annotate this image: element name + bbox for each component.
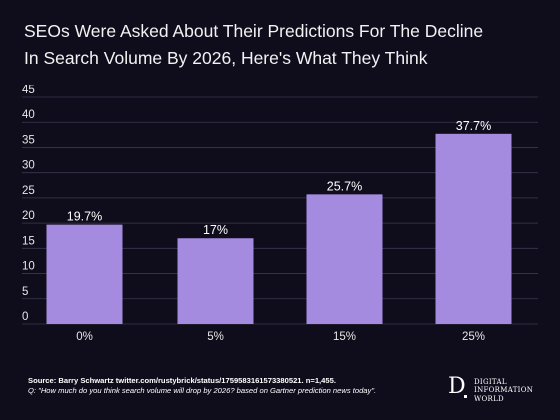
logo-wordmark: DIGITAL INFORMATION WORLD: [474, 378, 533, 403]
logo-word-2: INFORMATION: [474, 386, 534, 395]
bar: [177, 238, 254, 324]
source-note: Source: Barry Schwartz twitter.com/rusty…: [28, 376, 428, 396]
y-tick-label: 40: [22, 109, 35, 121]
chart-title: SEOs Were Asked About Their Predictions …: [24, 18, 544, 72]
question-text: Q: "How much do you think search volume …: [28, 386, 377, 395]
data-label: 19.7%: [67, 210, 102, 224]
data-label: 37.7%: [456, 119, 491, 133]
y-tick-label: 20: [22, 210, 35, 222]
y-tick-label: 15: [22, 235, 35, 247]
logo-mark: D: [448, 374, 466, 399]
data-label: 25.7%: [327, 179, 362, 193]
x-tick-label: 25%: [462, 331, 485, 343]
chart-title-line-2: In Search Volume By 2026, Here's What Th…: [24, 48, 428, 68]
y-tick-label: 5: [22, 286, 28, 298]
y-tick-label: 25: [22, 185, 35, 197]
data-label: 17%: [203, 223, 228, 237]
logo-word-3: WORLD: [474, 394, 504, 403]
x-tick-label: 5%: [207, 331, 224, 343]
y-tick-label: 30: [22, 160, 35, 172]
x-tick-label: 15%: [333, 331, 356, 343]
logo-word-1: DIGITAL: [474, 378, 507, 386]
source-text: Source: Barry Schwartz twitter.com/rusty…: [28, 376, 336, 385]
digital-information-world-logo: D DIGITAL INFORMATION WORLD: [448, 374, 558, 406]
bar: [46, 224, 123, 324]
y-tick-label: 35: [22, 134, 35, 146]
bar: [306, 194, 383, 324]
y-tick-label: 10: [22, 261, 35, 273]
logo-mark-dot: [464, 395, 467, 398]
x-tick-label: 0%: [76, 331, 93, 343]
bar-chart: 0 5 10 15 20 25 30 35 40 45 19.7% 0% 17% 5% 25.7% 15% 37…: [22, 85, 538, 343]
y-tick-label: 45: [22, 85, 35, 96]
y-tick-label: 0: [22, 311, 28, 323]
chart-title-line-1: SEOs Were Asked About Their Predictions …: [24, 21, 484, 41]
bar: [435, 133, 512, 324]
